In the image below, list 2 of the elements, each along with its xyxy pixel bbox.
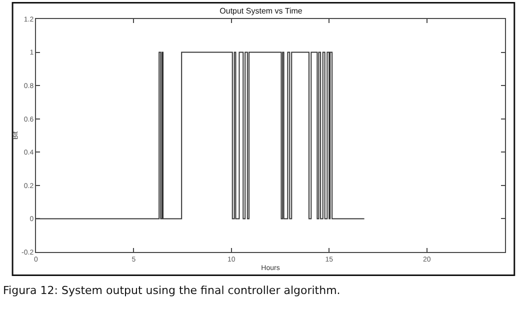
text: Figura 12: System output using the final controller algorithm. (3, 284, 340, 297)
chart-title: Output System vs Time (220, 6, 303, 16)
